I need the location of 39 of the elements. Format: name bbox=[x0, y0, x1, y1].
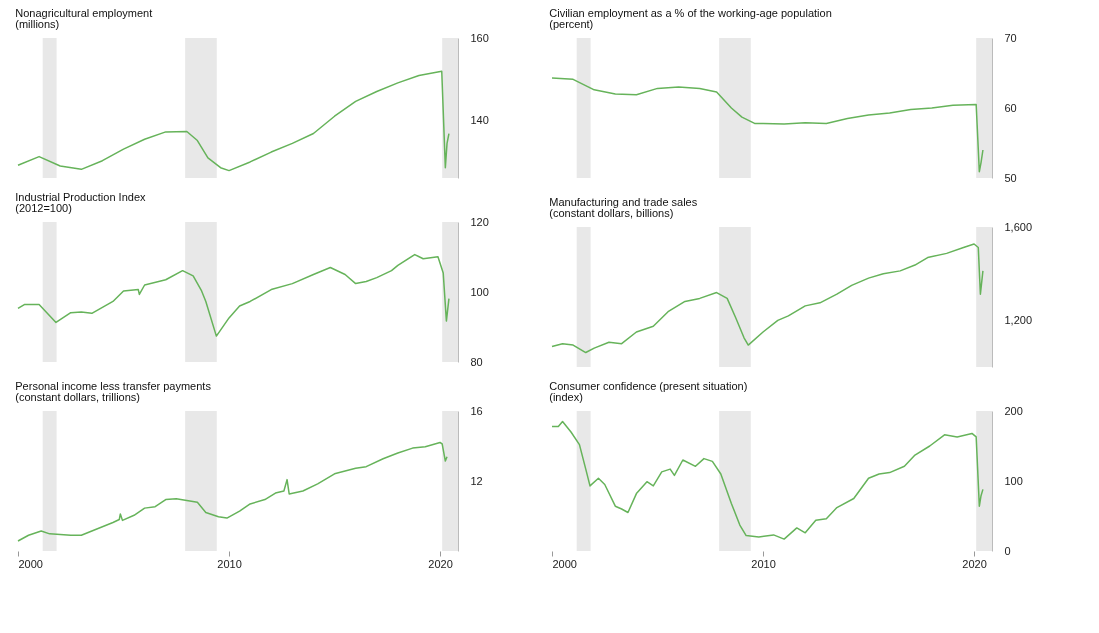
chart-title: Personal income less transfer payments bbox=[15, 380, 212, 392]
y-tick-label: 160 bbox=[470, 31, 489, 44]
x-tick-label: 2010 bbox=[217, 557, 242, 570]
chart-subtitle: (constant dollars, trillions) bbox=[15, 391, 140, 403]
chart-title: Civilian employment as a % of the working-age population bbox=[549, 7, 832, 19]
x-tick-label: 2000 bbox=[552, 557, 577, 570]
y-tick-label: 100 bbox=[1004, 474, 1023, 487]
y-tick-label: 16 bbox=[470, 404, 483, 417]
y-tick-label: 70 bbox=[1004, 31, 1017, 44]
x-tick-label: 2020 bbox=[962, 557, 987, 570]
chart-subtitle: (index) bbox=[549, 391, 583, 403]
line-series bbox=[17, 70, 450, 172]
chart-subtitle: (constant dollars, billions) bbox=[549, 207, 674, 219]
chart-title: Consumer confidence (present situation) bbox=[549, 380, 748, 392]
y-tick-label: 12 bbox=[470, 474, 483, 487]
line-series bbox=[17, 441, 448, 542]
chart-title: Industrial Production Index bbox=[15, 191, 147, 203]
y-tick-label: 200 bbox=[1004, 404, 1023, 417]
chart-subtitle: (percent) bbox=[549, 18, 594, 30]
y-tick-label: 1,600 bbox=[1004, 220, 1033, 233]
chart-title: Nonagricultural employment bbox=[15, 7, 153, 19]
y-tick-label: 140 bbox=[470, 113, 489, 126]
line-series bbox=[17, 253, 450, 337]
line-series bbox=[551, 243, 984, 354]
x-tick-label: 2020 bbox=[428, 557, 453, 570]
line-series bbox=[551, 77, 984, 173]
chart-title: Manufacturing and trade sales bbox=[549, 196, 698, 208]
chart-subtitle: (2012=100) bbox=[15, 202, 72, 214]
y-tick-label: 120 bbox=[470, 215, 489, 228]
y-tick-label: 0 bbox=[1004, 544, 1011, 557]
chart-subtitle: (millions) bbox=[15, 18, 60, 30]
y-tick-label: 50 bbox=[1004, 171, 1017, 184]
line-series bbox=[551, 420, 984, 540]
x-tick-label: 2000 bbox=[18, 557, 43, 570]
y-tick-label: 100 bbox=[470, 285, 489, 298]
y-tick-label: 80 bbox=[470, 355, 483, 368]
x-tick-label: 2010 bbox=[751, 557, 776, 570]
y-tick-label: 60 bbox=[1004, 101, 1017, 114]
y-tick-label: 1,200 bbox=[1004, 313, 1033, 326]
